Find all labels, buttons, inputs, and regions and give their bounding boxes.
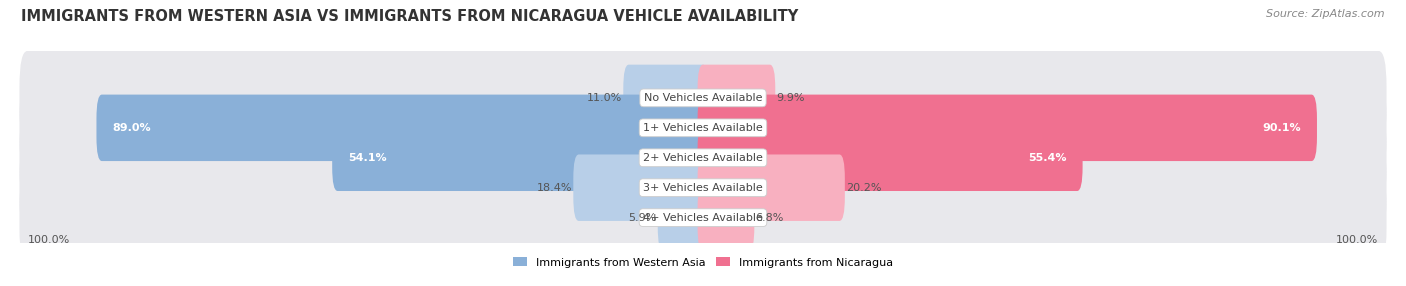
FancyBboxPatch shape (658, 184, 709, 251)
FancyBboxPatch shape (697, 95, 1317, 161)
Text: 1+ Vehicles Available: 1+ Vehicles Available (643, 123, 763, 133)
Text: 5.9%: 5.9% (628, 213, 657, 223)
Text: Source: ZipAtlas.com: Source: ZipAtlas.com (1267, 9, 1385, 19)
Text: 20.2%: 20.2% (846, 183, 882, 193)
Text: 11.0%: 11.0% (586, 93, 621, 103)
Text: 100.0%: 100.0% (28, 235, 70, 245)
Text: 3+ Vehicles Available: 3+ Vehicles Available (643, 183, 763, 193)
FancyBboxPatch shape (332, 124, 709, 191)
Text: IMMIGRANTS FROM WESTERN ASIA VS IMMIGRANTS FROM NICARAGUA VEHICLE AVAILABILITY: IMMIGRANTS FROM WESTERN ASIA VS IMMIGRAN… (21, 9, 799, 23)
FancyBboxPatch shape (20, 51, 1386, 145)
Text: 9.9%: 9.9% (776, 93, 806, 103)
Text: 54.1%: 54.1% (347, 153, 387, 163)
FancyBboxPatch shape (97, 95, 709, 161)
FancyBboxPatch shape (697, 65, 775, 131)
Text: No Vehicles Available: No Vehicles Available (644, 93, 762, 103)
Text: 100.0%: 100.0% (1336, 235, 1378, 245)
FancyBboxPatch shape (20, 171, 1386, 265)
FancyBboxPatch shape (697, 154, 845, 221)
Text: 89.0%: 89.0% (112, 123, 150, 133)
Text: 55.4%: 55.4% (1029, 153, 1067, 163)
Text: 4+ Vehicles Available: 4+ Vehicles Available (643, 213, 763, 223)
FancyBboxPatch shape (20, 81, 1386, 175)
Legend: Immigrants from Western Asia, Immigrants from Nicaragua: Immigrants from Western Asia, Immigrants… (509, 253, 897, 272)
FancyBboxPatch shape (20, 111, 1386, 205)
Text: 90.1%: 90.1% (1263, 123, 1302, 133)
FancyBboxPatch shape (574, 154, 709, 221)
Text: 6.8%: 6.8% (755, 213, 785, 223)
FancyBboxPatch shape (697, 124, 1083, 191)
FancyBboxPatch shape (623, 65, 709, 131)
Text: 2+ Vehicles Available: 2+ Vehicles Available (643, 153, 763, 163)
FancyBboxPatch shape (697, 184, 755, 251)
Text: 18.4%: 18.4% (537, 183, 572, 193)
FancyBboxPatch shape (20, 141, 1386, 235)
